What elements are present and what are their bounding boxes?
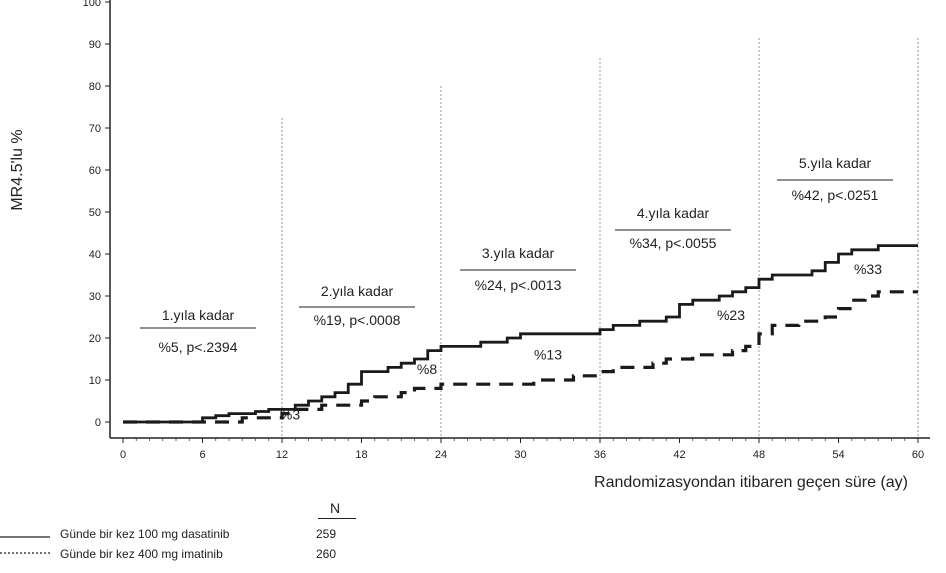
x-tick-label-6: 6 [199, 449, 205, 461]
annotation-title-1: 1.yıla kadar [162, 307, 235, 323]
x-tick-label-30: 30 [514, 449, 526, 461]
legend-solid-swatch [0, 536, 50, 538]
x-tick-label-60: 60 [912, 449, 924, 461]
y-tick-label-50: 50 [89, 207, 101, 219]
x-tick-label-24: 24 [435, 449, 447, 461]
imatinib-label-1: %3 [280, 406, 300, 422]
x-tick-label-36: 36 [594, 449, 606, 461]
y-tick-label-0: 0 [95, 417, 101, 429]
series-line-dasatinib [123, 244, 918, 424]
annotation-stat-2: %19, p<.0008 [314, 312, 401, 328]
legend-item-dasatinib: Günde bir kez 100 mg dasatinib 259 [0, 526, 400, 542]
annotation-title-3: 3.yıla kadar [482, 245, 555, 261]
imatinib-label-3: %13 [534, 347, 562, 363]
annotation-title-4: 4.yıla kadar [637, 205, 710, 221]
y-tick-label-30: 30 [89, 291, 101, 303]
imatinib-label-2: %8 [417, 361, 437, 377]
legend-dashed-swatch [0, 552, 50, 554]
imatinib-label-5: %33 [854, 261, 882, 277]
series-layer [123, 244, 918, 424]
axes: 0 10 20 30 40 50 60 70 80 90 100 0 6 12 18 24 30 36 42 48 54… [83, 0, 930, 461]
y-tick-label-100: 100 [83, 0, 101, 9]
legend-n-imatinib: 260 [316, 547, 337, 561]
annotation-title-2: 2.yıla kadar [321, 283, 394, 299]
y-tick-label-40: 40 [89, 249, 101, 261]
legend-n-dasatinib: 259 [316, 527, 337, 541]
x-tick-label-54: 54 [832, 449, 844, 461]
y-tick-label-90: 90 [89, 39, 101, 51]
x-tick-label-18: 18 [355, 449, 367, 461]
mr45-chart: 0 10 20 30 40 50 60 70 80 90 100 0 6 12 18 24 30 36 42 48 54… [9, 0, 930, 491]
legend-label-imatinib: Günde bir kez 400 mg imatinib [60, 547, 223, 561]
legend-n-header: N [330, 500, 341, 516]
y-tick-label-80: 80 [89, 81, 101, 93]
annotation-stat-4: %34, p<.0055 [630, 235, 717, 251]
x-tick-label-12: 12 [276, 449, 288, 461]
legend-label-dasatinib: Günde bir kez 100 mg dasatinib [60, 527, 230, 541]
annotation-stat-1: %5, p<.2394 [158, 339, 237, 355]
x-tick-label-42: 42 [673, 449, 685, 461]
y-tick-label-70: 70 [89, 123, 101, 135]
y-axis-title: MR4.5'lu % [9, 129, 26, 210]
annotation-stat-5: %42, p<.0251 [792, 187, 879, 203]
vertical-markers [281, 38, 919, 438]
y-tick-label-60: 60 [89, 165, 101, 177]
y-tick-label-10: 10 [89, 375, 101, 387]
y-tick-label-20: 20 [89, 333, 101, 345]
annotation-title-5: 5.yıla kadar [799, 155, 872, 171]
x-tick-label-48: 48 [753, 449, 765, 461]
series-line-imatinib [123, 290, 918, 424]
x-tick-label-0: 0 [120, 449, 126, 461]
x-axis-title: Randomizasyondan itibaren geçen süre (ay… [594, 474, 908, 491]
annotation-stat-3: %24, p<.0013 [475, 277, 562, 293]
annotations-layer: 1.yıla kadar %5, p<.2394 2.yıla kadar %19, … [140, 155, 893, 422]
imatinib-label-4: %23 [717, 307, 745, 323]
legend-n-underline [318, 518, 356, 519]
legend-item-imatinib: Günde bir kez 400 mg imatinib 260 [0, 546, 400, 562]
